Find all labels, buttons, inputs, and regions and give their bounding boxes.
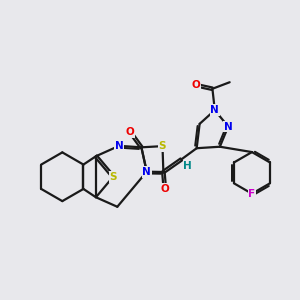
Text: F: F [248,189,256,199]
Text: O: O [126,127,134,137]
Text: N: N [142,167,151,177]
Text: S: S [110,172,117,182]
Text: O: O [160,184,169,194]
Text: H: H [183,161,192,171]
Text: N: N [210,105,219,115]
Text: N: N [115,141,124,151]
Text: N: N [224,122,233,131]
Text: O: O [192,80,200,90]
Text: S: S [159,141,166,151]
